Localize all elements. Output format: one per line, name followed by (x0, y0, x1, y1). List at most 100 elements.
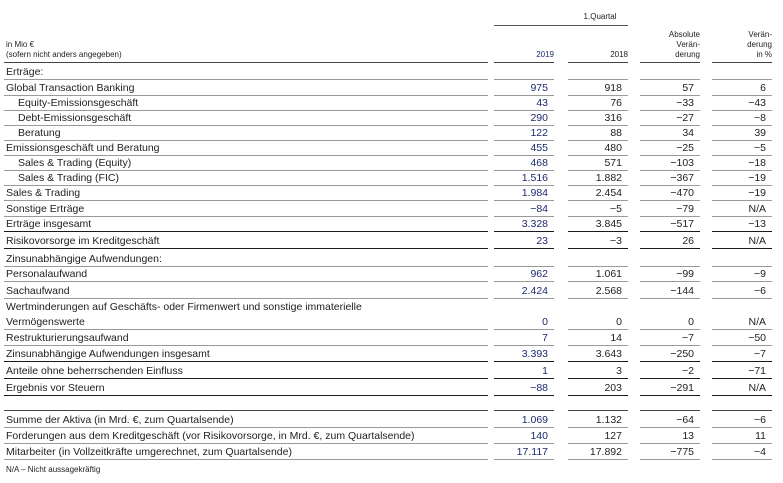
value-2019: 468 (530, 157, 548, 169)
value-2019: 2.424 (521, 285, 548, 297)
value-2019: 1 (542, 365, 548, 377)
value-2018: 316 (604, 112, 622, 124)
value-2019: 3.393 (521, 348, 548, 360)
table-row: Ergebnis vor Steuern −88 203 −291 N/A (0, 380, 783, 396)
row-label: Personalaufwand (6, 268, 88, 280)
col-header-abs-change-2: Verän- (676, 40, 700, 49)
row-label: Sonstige Erträge (6, 203, 85, 215)
value-2019: 455 (530, 142, 548, 154)
value-2019: 290 (530, 112, 548, 124)
value-abs-change: −367 (670, 172, 694, 184)
header-rule-col2 (568, 62, 628, 63)
table-row: Personalaufwand 962 1.061 −99 −9 (0, 266, 783, 282)
header-rule-col3 (640, 62, 700, 63)
value-abs-change: −517 (670, 218, 694, 230)
value-abs-change: −7 (682, 332, 694, 344)
value-2019: −88 (530, 382, 548, 394)
value-abs-change: −33 (676, 97, 694, 109)
value-2019: 0 (542, 316, 548, 328)
value-2018: 17.892 (589, 446, 622, 458)
value-abs-change: 57 (682, 82, 694, 94)
value-2018: −3 (610, 235, 622, 247)
value-2018: 1.132 (595, 414, 622, 426)
value-2018: 3.643 (595, 348, 622, 360)
value-2018: 76 (610, 97, 622, 109)
value-2018: 480 (604, 142, 622, 154)
value-abs-change: −25 (676, 142, 694, 154)
row-label: Restrukturierungsaufwand (6, 332, 129, 344)
value-2018: 1.882 (595, 172, 622, 184)
table-row: Erträge: (0, 64, 783, 80)
table-row: Sales & Trading (Equity) 468 571 −103 −1… (0, 155, 783, 171)
value-2019: 140 (530, 430, 548, 442)
value-2019: 17.117 (516, 446, 548, 458)
table-row: Vermögenswerte 0 0 0 N/A (0, 314, 783, 330)
section-rule-col4 (712, 410, 772, 411)
value-2019: 1.516 (521, 172, 548, 184)
row-label: Sales & Trading (Equity) (18, 157, 132, 169)
table-row: Zinsunabhängige Aufwendungen: (0, 251, 783, 267)
row-label: Sales & Trading (6, 187, 81, 199)
value-2019: 3.328 (521, 218, 548, 230)
value-pct-change: −50 (748, 332, 766, 344)
table-row: Zinsunabhängige Aufwendungen insgesamt 3… (0, 346, 783, 362)
value-2018: 3 (616, 365, 622, 377)
value-2019: 975 (530, 82, 548, 94)
value-pct-change: 39 (754, 127, 766, 139)
value-pct-change: −19 (748, 187, 766, 199)
value-2018: −5 (610, 203, 622, 215)
section-rule-col3 (640, 410, 700, 411)
header-rule-col4 (712, 62, 772, 63)
value-abs-change: −2 (682, 365, 694, 377)
footnote: N/A – Nicht aussagekräftig (6, 465, 101, 474)
value-abs-change: 26 (682, 235, 694, 247)
table-row: Erträge insgesamt 3.328 3.845 −517 −13 (0, 216, 783, 232)
table-row: Emissionsgeschäft und Beratung 455 480 −… (0, 140, 783, 156)
section-rule-col2 (568, 410, 628, 411)
col-header-pct-change-1: Verän- (748, 30, 772, 39)
header-rule-label (4, 62, 488, 63)
value-pct-change: −18 (748, 157, 766, 169)
col-header-2018: 2018 (610, 50, 628, 59)
row-label: Emissionsgeschäft und Beratung (6, 142, 160, 154)
value-2018: 918 (604, 82, 622, 94)
unit-label-line2: (sofern nicht anders angegeben) (6, 50, 122, 59)
value-abs-change: 34 (682, 127, 694, 139)
row-label: Sales & Trading (FIC) (18, 172, 119, 184)
value-pct-change: N/A (748, 203, 766, 215)
row-label: Ergebnis vor Steuern (6, 382, 105, 394)
row-label: Erträge: (6, 66, 44, 78)
unit-label-line1: in Mio € (6, 40, 35, 49)
row-label: Vermögenswerte (6, 316, 85, 328)
value-2018: 14 (610, 332, 622, 344)
value-2019: 1.984 (521, 187, 548, 199)
row-label: Wertminderungen auf Geschäfts- oder Firm… (6, 301, 362, 313)
col-header-pct-change-3: in % (756, 50, 772, 59)
value-pct-change: N/A (748, 235, 766, 247)
table-row: Equity-Emissionsgeschäft 43 76 −33 −43 (0, 95, 783, 111)
table-row: Debt-Emissionsgeschäft 290 316 −27 −8 (0, 110, 783, 126)
table-row: Sonstige Erträge −84 −5 −79 N/A (0, 201, 783, 217)
value-pct-change: 6 (760, 82, 766, 94)
value-abs-change: −250 (670, 348, 694, 360)
value-pct-change: −6 (754, 414, 766, 426)
table-row: Wertminderungen auf Geschäfts- oder Firm… (0, 299, 783, 314)
value-pct-change: N/A (748, 316, 766, 328)
value-pct-change: −9 (754, 268, 766, 280)
value-abs-change: 0 (688, 316, 694, 328)
value-abs-change: −291 (670, 382, 694, 394)
value-2019: 7 (542, 332, 548, 344)
row-label: Mitarbeiter (in Vollzeitkräfte umgerechn… (6, 446, 292, 458)
value-pct-change: −13 (748, 218, 766, 230)
value-2019: 1.069 (521, 414, 548, 426)
col-header-pct-change-2: derung (747, 40, 772, 49)
value-abs-change: −79 (676, 203, 694, 215)
row-label: Equity-Emissionsgeschäft (18, 97, 139, 109)
row-label: Zinsunabhängige Aufwendungen insgesamt (6, 348, 210, 360)
value-pct-change: 11 (755, 430, 766, 442)
table-row: Forderungen aus dem Kreditgeschäft (vor … (0, 428, 783, 444)
value-pct-change: −8 (754, 112, 766, 124)
value-abs-change: −144 (670, 285, 694, 297)
table-row: Restrukturierungsaufwand 7 14 −7 −50 (0, 330, 783, 346)
value-pct-change: −19 (748, 172, 766, 184)
